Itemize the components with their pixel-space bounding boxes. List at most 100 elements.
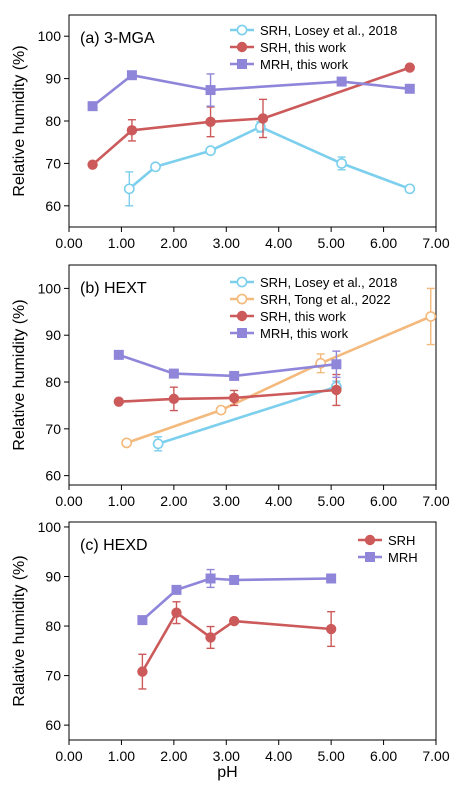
panel-label-p1: (b) HEXT (80, 280, 147, 297)
marker-p0-s1-legend (236, 41, 248, 53)
x-tick-label-p0-2: 2.00 (160, 235, 187, 251)
plot-frame (68, 264, 437, 486)
marker-p1-s0-0 (152, 438, 164, 450)
marker-p0-s0-5 (404, 183, 416, 195)
marker-p1-s3-0 (113, 349, 124, 360)
series-line-p1-s1 (126, 315, 432, 445)
marker-p0-s0-legend (236, 24, 248, 36)
marker-p1-s1-1 (215, 404, 227, 416)
marker-p2-s0-4 (325, 623, 337, 635)
marker-p2-s0-0 (137, 666, 148, 677)
y-tick-label-p0-3: 90 (45, 71, 61, 87)
x-tick-label-p1-1: 1.00 (108, 493, 135, 509)
x-tick-label-p0-7: 7.00 (422, 235, 449, 251)
x-tick-label-p2-1: 1.00 (108, 748, 135, 764)
marker-p1-s1-0 (121, 437, 133, 449)
series-line-p1-s3 (118, 353, 337, 378)
x-tick-label-p0-5: 5.00 (318, 235, 345, 251)
marker-p0-s1-0 (87, 159, 98, 170)
y-tick-label-p1-2: 80 (45, 374, 61, 390)
x-tick-label-p0-4: 4.00 (265, 235, 292, 251)
marker-p1-s3-2 (229, 370, 240, 381)
marker-p1-s1-3 (425, 311, 437, 322)
x-tick-label-p0-0: 0.00 (55, 235, 82, 251)
y-tick-label-p1-0: 60 (45, 468, 61, 484)
series-line-p0-s1 (91, 66, 411, 166)
marker-p0-s2-0 (87, 101, 98, 112)
marker-p2-s1-0 (137, 615, 148, 626)
legend-label-p1-s0: SRH, Losey et al., 2018 (260, 275, 397, 290)
marker-p1-s3-3 (331, 359, 342, 370)
legend-label-p1-s1: SRH, Tong et al., 2022 (260, 292, 391, 307)
marker-p2-s1-legend (365, 552, 375, 562)
series-line-p0-s2 (91, 73, 410, 108)
marker-p1-s0-legend (236, 276, 248, 288)
marker-p2-s0-legend (364, 534, 376, 546)
x-tick-label-p0-1: 1.00 (108, 235, 135, 251)
y-tick-label-p2-2: 80 (45, 618, 61, 634)
panel-2: 0.00 1.00 2.00 3.00 4.00 5.00 6.00 7.00 60 70 80 90… (11, 519, 450, 781)
x-tick-label-p0-3: 3.00 (213, 235, 240, 251)
marker-p0-s2-2 (205, 85, 216, 96)
x-tick-label-p1-4: 4.00 (265, 493, 292, 509)
x-tick-label-p1-3: 3.00 (213, 493, 240, 509)
x-tick-label-p2-4: 4.00 (265, 748, 292, 764)
marker-p0-s0-1 (150, 161, 161, 173)
y-tick-label-p0-1: 70 (45, 155, 61, 171)
legend-label-p1-s3: MRH, this work (260, 326, 349, 341)
legend-label-p1-s2: SRH, this work (260, 309, 346, 324)
marker-p2-s1-2 (205, 573, 216, 584)
legend-label-p0-s2: MRH, this work (260, 57, 349, 72)
marker-p1-s1-legend (236, 293, 248, 305)
marker-p1-s2-legend (236, 310, 248, 322)
marker-p1-s2-1 (168, 393, 180, 405)
marker-p2-s0-2 (205, 632, 216, 643)
y-axis-label-p2: Ralative humidity (%) (11, 555, 28, 706)
plot-frame (68, 521, 437, 741)
y-tick-label-p2-3: 90 (45, 569, 61, 585)
x-tick-label-p1-2: 2.00 (160, 493, 187, 509)
x-axis-label: pH (217, 764, 237, 781)
marker-p1-s2-2 (228, 392, 240, 404)
y-tick-label-p1-4: 100 (38, 280, 62, 296)
marker-p0-s2-3 (336, 76, 347, 87)
marker-p2-s1-1 (171, 584, 182, 595)
y-axis-label-p0: Relative humidity (%) (11, 45, 28, 196)
marker-p0-s1-2 (205, 116, 216, 128)
panel-0: 0.00 1.00 2.00 3.00 4.00 5.00 6.00 7.00 60 70 80 90… (11, 14, 450, 251)
x-tick-label-p1-5: 5.00 (318, 493, 345, 509)
y-tick-label-p0-2: 80 (45, 113, 61, 129)
marker-p0-s2-4 (404, 83, 415, 94)
x-tick-label-p2-7: 7.00 (422, 748, 449, 764)
marker-p1-s2-3 (331, 384, 342, 396)
x-tick-label-p1-6: 6.00 (370, 493, 397, 509)
y-tick-label-p2-1: 70 (45, 668, 61, 684)
marker-p2-s1-4 (326, 573, 337, 584)
marker-p0-s2-legend (237, 59, 247, 69)
series-line-p1-s2 (118, 388, 337, 403)
panel-label-p2: (c) HEXD (80, 537, 148, 554)
y-axis-label-p1: Relative humidity (%) (11, 299, 28, 450)
x-tick-label-p2-0: 0.00 (55, 748, 82, 764)
panel-1: 0.00 1.00 2.00 3.00 4.00 5.00 6.00 7.00 60 70 80 90… (11, 264, 450, 509)
y-tick-label-p2-0: 60 (45, 717, 61, 733)
panel-label-p0: (a) 3-MGA (80, 30, 155, 47)
marker-p0-s0-2 (205, 145, 216, 157)
y-tick-label-p0-0: 60 (45, 198, 61, 214)
legend-label-p0-s0: SRH, Losey et al., 2018 (260, 23, 397, 38)
marker-p0-s0-4 (336, 157, 348, 169)
marker-p0-s1-3 (257, 113, 269, 124)
marker-p1-s2-0 (113, 396, 125, 407)
marker-p0-s2-1 (126, 70, 137, 81)
y-tick-label-p2-4: 100 (38, 519, 62, 535)
marker-p2-s0-3 (228, 615, 240, 627)
marker-p1-s3-legend (237, 328, 247, 338)
x-tick-label-p2-3: 3.00 (213, 748, 240, 764)
y-tick-label-p1-1: 70 (45, 421, 61, 437)
legend-label-p2-s0: SRH (388, 533, 415, 548)
marker-p0-s1-4 (404, 62, 415, 73)
x-tick-label-p1-7: 7.00 (422, 493, 449, 509)
y-tick-label-p1-3: 90 (45, 327, 61, 343)
series-line-p1-s0 (157, 385, 337, 446)
